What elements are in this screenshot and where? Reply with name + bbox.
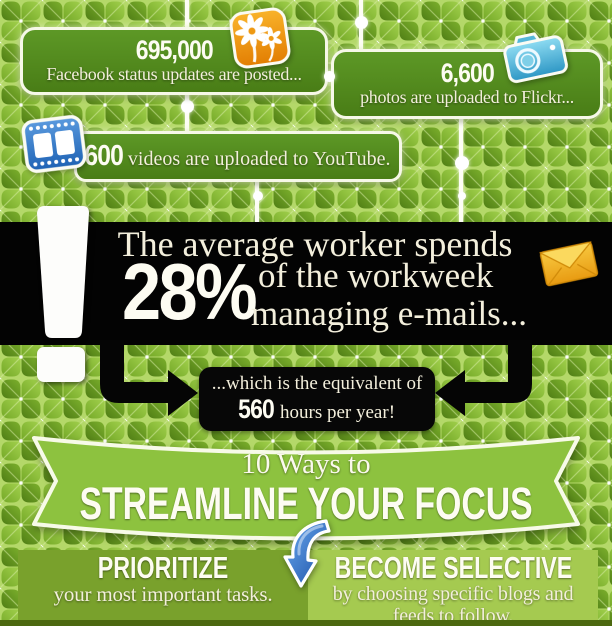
equivalence-line1: ...which is the equivalent of	[211, 373, 423, 394]
connector-dot	[181, 100, 194, 113]
arrow-connectors	[100, 340, 532, 416]
tip-title: PRIORITIZE	[97, 550, 229, 585]
ribbon-title: STREAMLINE YOUR FOCUS	[79, 478, 533, 529]
connector-dot	[355, 16, 368, 29]
focus-ribbon	[32, 436, 580, 541]
stat-label: Facebook status updates are posted...	[46, 64, 302, 84]
email-fact-intro: The average worker spends	[117, 224, 513, 264]
connector-dot	[455, 156, 469, 170]
envelope-icon	[539, 241, 599, 287]
connector-line	[185, 0, 189, 28]
tip-panel-prioritize: PRIORITIZE your most important tasks.	[18, 550, 308, 621]
email-fact-line2: managing e-mails...	[251, 294, 528, 333]
ribbon-subtitle: 10 Ways to	[241, 448, 371, 480]
stat-value: 6,600	[440, 58, 494, 88]
stat-value: 600	[83, 140, 123, 172]
film-icon	[21, 115, 87, 173]
stat-value: 695,000	[135, 35, 213, 65]
right-arrow	[435, 340, 532, 416]
stat-label: videos are uploaded to YouTube.	[127, 148, 391, 170]
equivalence-value: 560	[238, 394, 275, 424]
email-fact-stat: 28%	[122, 247, 258, 336]
connector-dot	[253, 191, 263, 201]
left-arrow	[100, 340, 198, 416]
tip-description: your most important tasks.	[53, 582, 273, 606]
exclamation-icon	[37, 206, 89, 382]
flowers-icon	[229, 7, 291, 69]
camera-icon	[503, 32, 568, 83]
tip-panel-become-selective: BECOME SELECTIVE by choosing specific bl…	[308, 550, 598, 626]
equivalence-line2: hours per year!	[280, 402, 396, 423]
bottom-strip	[0, 620, 612, 626]
stat-card-flickr: 6,600 photos are uploaded to Flickr...	[331, 49, 603, 119]
tip-title: BECOME SELECTIVE	[334, 550, 572, 585]
stat-label: photos are uploaded to Flickr...	[360, 87, 574, 107]
connector-dot	[324, 71, 335, 82]
email-stat-banner	[0, 222, 612, 345]
connector-dot	[458, 192, 466, 200]
equivalence-card: ...which is the equivalent of 560 hours …	[199, 367, 435, 431]
down-arrow-icon	[283, 519, 331, 588]
email-fact-line1: of the workweek	[258, 256, 494, 295]
stat-card-youtube: 600 videos are uploaded to YouTube.	[74, 131, 402, 182]
